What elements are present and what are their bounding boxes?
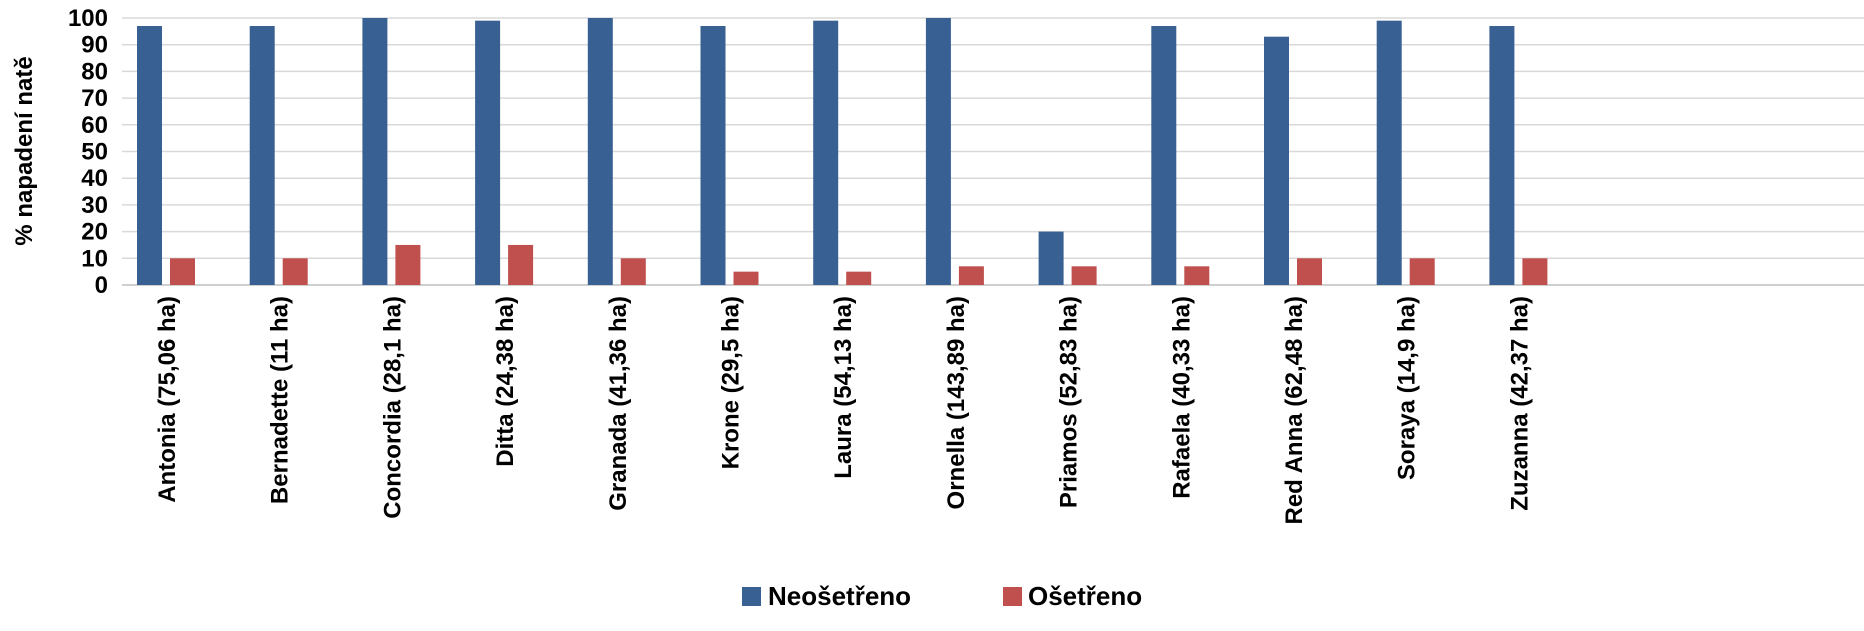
y-tick-label: 90 — [81, 32, 108, 59]
bar-neosetreno — [1489, 26, 1515, 285]
y-tick-label: 80 — [81, 58, 108, 85]
bar-osetreno — [733, 271, 759, 285]
bar-osetreno — [282, 258, 308, 285]
x-category-label: Ditta (24,38 ha) — [492, 296, 519, 467]
bar-neosetreno — [925, 18, 951, 285]
x-category-label: Bernadette (11 ha) — [267, 296, 294, 504]
bar-osetreno — [395, 244, 421, 285]
legend-label: Ošetřeno — [1028, 581, 1142, 611]
x-category-label: Ornella (143,89 ha) — [943, 296, 970, 509]
bar-neosetreno — [475, 20, 501, 285]
x-category-label: Granada (41,36 ha) — [605, 296, 632, 511]
bar-osetreno — [958, 266, 984, 285]
bar-osetreno — [1522, 258, 1548, 285]
bar-neosetreno — [1264, 36, 1289, 285]
bar-neosetreno — [1151, 26, 1177, 285]
bar-osetreno — [1409, 258, 1435, 285]
legend-label: Neošetřeno — [768, 581, 911, 611]
bar-neosetreno — [249, 26, 275, 285]
legend: Neošetřeno Ošetřeno — [742, 581, 1142, 611]
x-category-label: Concordia (28,1 ha) — [379, 296, 406, 519]
bar-neosetreno — [587, 18, 613, 285]
x-axis-labels: Antonia (75,06 ha) Bernadette (11 ha) Conc… — [154, 296, 1533, 525]
y-tick-label: 0 — [95, 272, 108, 299]
legend-swatch — [1003, 587, 1022, 606]
bar-osetreno — [846, 271, 872, 285]
bar-neosetreno — [137, 26, 162, 285]
bar-neosetreno — [1376, 20, 1402, 285]
y-tick-label: 60 — [81, 112, 108, 139]
bar-osetreno — [170, 258, 195, 285]
bar-osetreno — [620, 258, 646, 285]
y-axis-title: % napadení natě — [11, 56, 38, 245]
bar-osetreno — [1297, 258, 1322, 285]
y-tick-label: 40 — [81, 165, 108, 192]
x-category-label: Red Anna (62,48 ha) — [1281, 296, 1308, 525]
bar-osetreno — [508, 244, 534, 285]
bar-osetreno — [1071, 266, 1097, 285]
bar-osetreno — [1184, 266, 1210, 285]
bars — [137, 18, 1548, 285]
bar-neosetreno — [700, 26, 726, 285]
x-category-label: Laura (54,13 ha) — [830, 296, 857, 479]
y-tick-label: 70 — [81, 85, 108, 112]
y-tick-label: 50 — [81, 139, 108, 166]
y-tick-label: 20 — [81, 219, 108, 246]
x-category-label: Zuzanna (42,37 ha) — [1506, 296, 1533, 511]
x-category-label: Rafaela (40,33 ha) — [1168, 296, 1195, 499]
bar-neosetreno — [362, 18, 388, 285]
x-category-label: Antonia (75,06 ha) — [154, 296, 181, 503]
legend-swatch — [742, 587, 761, 606]
x-category-label: Krone (29,5 ha) — [718, 296, 745, 469]
bar-neosetreno — [1038, 231, 1064, 285]
y-tick-label: 30 — [81, 192, 108, 219]
y-tick-label: 100 — [68, 5, 108, 32]
y-tick-label: 10 — [81, 245, 108, 272]
x-category-label: Priamos (52,83 ha) — [1056, 296, 1083, 508]
x-category-label: Soraya (14,9 ha) — [1394, 296, 1421, 480]
bar-neosetreno — [813, 20, 839, 285]
